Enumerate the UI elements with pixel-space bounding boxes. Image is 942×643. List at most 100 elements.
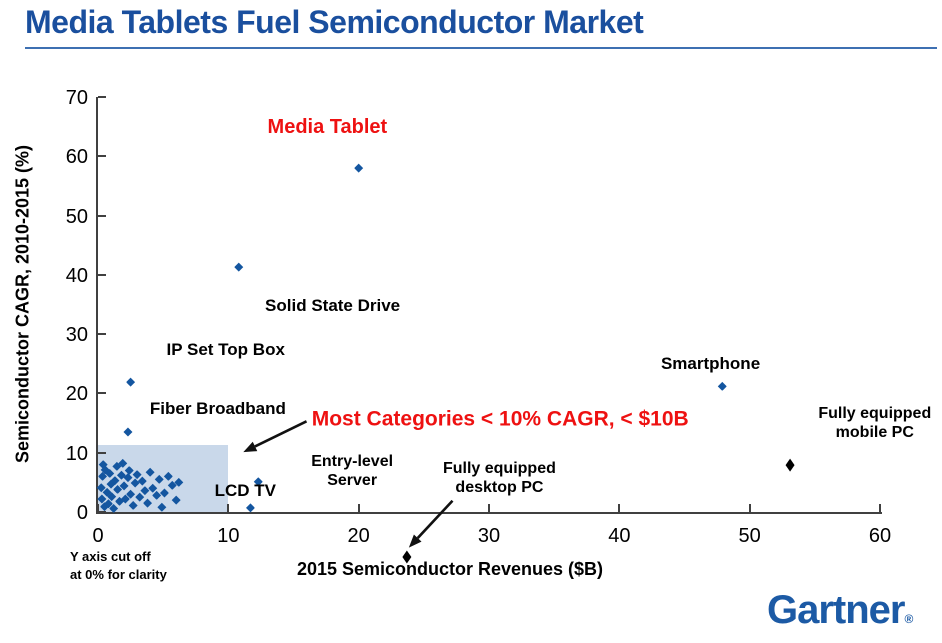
y-tick-label: 0	[76, 502, 88, 524]
data-point	[103, 499, 113, 509]
data-point	[100, 502, 110, 512]
data-point	[157, 502, 167, 512]
category-label-smartphone: Smartphone	[660, 354, 761, 374]
data-point	[98, 471, 108, 481]
data-point	[167, 480, 177, 490]
gartner-logo-text: Gartner	[767, 588, 905, 632]
data-point	[112, 461, 122, 471]
x-tick	[357, 504, 360, 512]
x-tick-label: 40	[608, 525, 631, 547]
data-point	[354, 163, 364, 173]
data-point	[171, 495, 181, 505]
data-point	[115, 496, 124, 506]
data-point	[135, 492, 145, 502]
data-point	[109, 503, 119, 513]
page-title: Media Tablets Fuel Semiconductor Market	[25, 4, 644, 40]
data-point	[116, 470, 126, 480]
gartner-logo: Gartner®	[767, 588, 914, 633]
y-tick	[98, 451, 106, 454]
y-tick-label: 50	[65, 205, 88, 228]
y-tick-label: 60	[65, 146, 88, 169]
data-point	[105, 468, 115, 478]
y-tick	[98, 155, 106, 158]
data-point	[107, 492, 117, 502]
data-point	[120, 494, 130, 504]
y-tick	[98, 96, 106, 98]
data-point	[96, 483, 106, 493]
data-point	[97, 494, 107, 504]
category-label-fully-equipped-desktop-pc: Fully equipped desktop PC	[442, 460, 556, 497]
registered-trademark-icon: ®	[904, 612, 914, 626]
y-tick-label: 10	[65, 442, 88, 465]
callout-arrow-head	[243, 441, 258, 453]
category-label-fully-equipped-mobile-pc: Fully equipped mobile PC	[818, 405, 932, 442]
x-tick-label: 60	[868, 525, 892, 547]
y-tick-label: 30	[65, 324, 88, 347]
x-axis	[96, 512, 882, 514]
data-point	[163, 471, 173, 481]
data-point	[152, 490, 162, 500]
y-tick-label: 70	[65, 87, 88, 109]
data-point	[159, 488, 169, 498]
x-tick	[488, 504, 490, 512]
category-label-media-tablet: Media Tablet	[267, 116, 388, 139]
x-tick	[879, 504, 881, 512]
category-label-fiber-broadband: Fiber Broadband	[149, 399, 286, 419]
data-point	[145, 467, 155, 477]
y-tick	[98, 511, 106, 513]
x-tick	[748, 504, 751, 512]
x-tick	[97, 504, 99, 512]
data-point	[126, 377, 136, 387]
data-point	[123, 473, 133, 483]
data-point	[102, 487, 112, 497]
x-tick-label: 30	[477, 525, 501, 547]
x-axis-title: 2015 Semiconductor Revenues ($B)	[296, 559, 604, 579]
callout-arrow-head	[408, 534, 422, 548]
callout-arrow-line	[254, 420, 308, 448]
data-point	[148, 483, 158, 493]
data-point	[245, 503, 255, 513]
data-point	[98, 460, 108, 470]
data-point	[130, 478, 140, 488]
category-label-solid-state-drive: Solid State Drive	[265, 296, 401, 316]
callout-arrow-line	[416, 499, 454, 539]
x-tick	[618, 504, 621, 512]
y-tick	[98, 214, 106, 217]
data-point	[154, 474, 164, 484]
category-label-entry-level-server: Entry-level Server	[311, 452, 394, 489]
data-point	[128, 500, 138, 510]
x-tick-label: 20	[347, 525, 370, 547]
title-divider	[25, 47, 937, 49]
y-axis-title: Semiconductor CAGR, 2010-2015 (%)	[12, 144, 33, 464]
x-tick-label: 0	[92, 525, 104, 547]
data-point	[174, 477, 184, 487]
data-point	[402, 550, 412, 564]
category-label-lcd-tv: LCD TV	[214, 481, 276, 501]
data-point	[126, 489, 136, 499]
data-point	[100, 465, 110, 475]
data-point	[132, 470, 142, 480]
data-point	[140, 486, 150, 496]
data-point	[234, 262, 244, 272]
category-label-ip-set-top-box: IP Set Top Box	[166, 339, 285, 359]
axis-footnote: Y axis cut off at 0% for clarity	[70, 549, 167, 582]
y-tick	[98, 273, 106, 276]
data-point	[253, 477, 263, 487]
x-tick-label: 10	[217, 525, 240, 547]
data-point	[137, 476, 147, 486]
x-tick-label: 50	[738, 525, 761, 547]
y-tick	[98, 333, 106, 336]
data-point	[143, 498, 153, 508]
data-point	[717, 381, 727, 391]
category-label-most-categories-callout: Most Categories < 10% CAGR, < $10B	[311, 407, 689, 431]
data-point	[123, 427, 133, 437]
data-point	[124, 466, 134, 475]
data-point	[119, 481, 129, 491]
data-point	[785, 458, 795, 472]
data-point	[110, 476, 120, 486]
y-tick-label: 40	[65, 264, 88, 287]
data-point	[106, 479, 116, 489]
data-point	[113, 484, 123, 494]
